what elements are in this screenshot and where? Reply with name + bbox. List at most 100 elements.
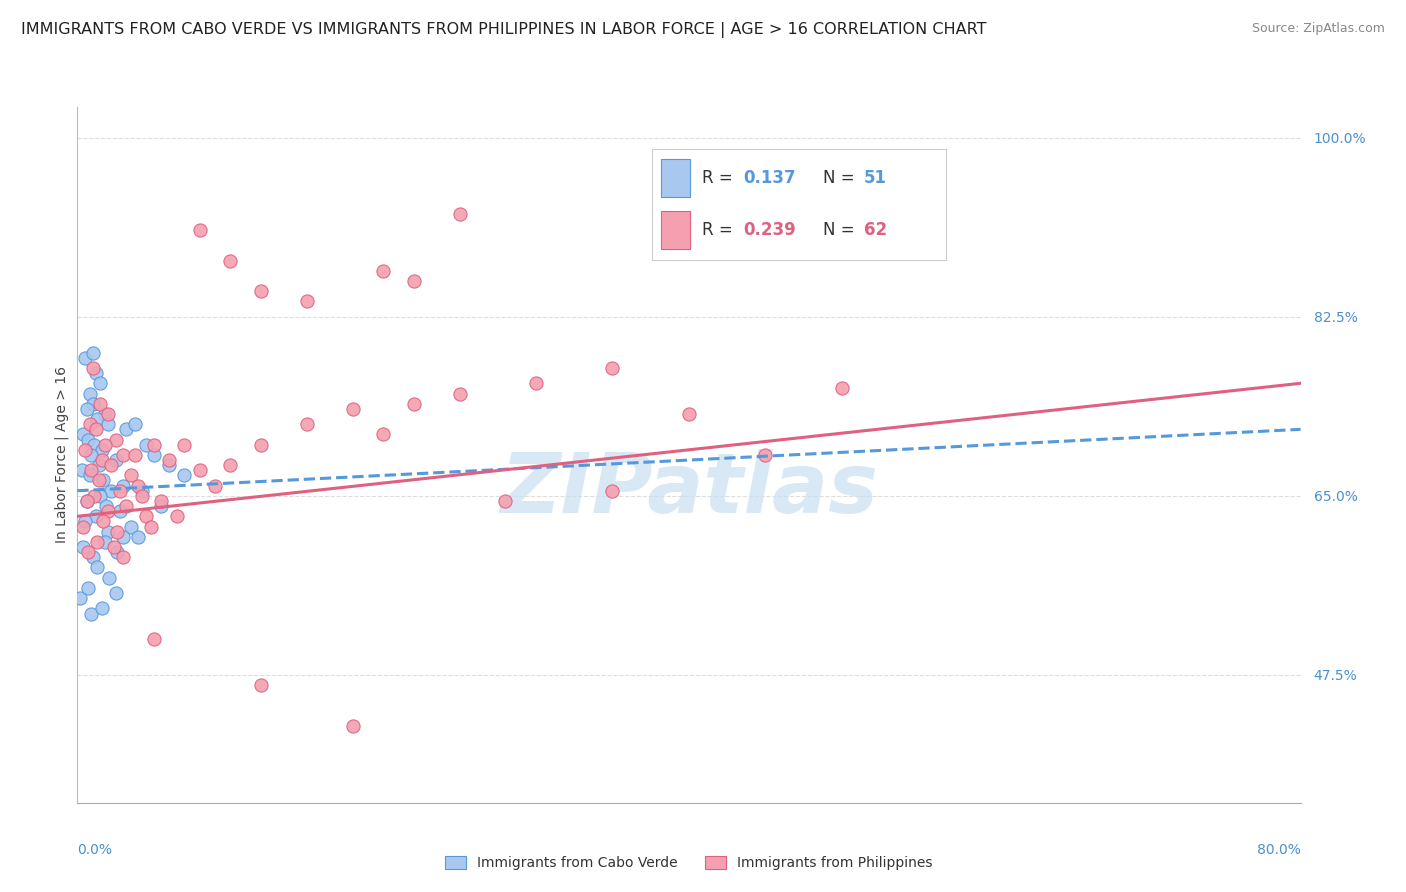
Point [96, 499, 118, 513]
Point [166, 509, 188, 524]
Point [188, 463, 211, 477]
Point [120, 468, 142, 483]
Point [495, 494, 517, 508]
Point [80, 448, 103, 462]
Point [157, 458, 180, 472]
Text: ZIPatlas: ZIPatlas [501, 450, 877, 530]
Point [157, 453, 180, 467]
Point [86, 534, 108, 549]
Point [524, 376, 547, 391]
Point [82, 397, 104, 411]
Point [76, 494, 98, 508]
Point [150, 499, 173, 513]
Y-axis label: In Labor Force | Age > 16: In Labor Force | Age > 16 [55, 367, 69, 543]
Point [142, 632, 165, 646]
Point [79, 417, 101, 432]
Point [342, 401, 364, 416]
Legend: Immigrants from Cabo Verde, Immigrants from Philippines: Immigrants from Cabo Verde, Immigrants f… [440, 851, 938, 876]
Point [124, 417, 146, 432]
Point [124, 448, 146, 462]
Point [98, 571, 121, 585]
Point [97, 407, 120, 421]
Point [83, 489, 105, 503]
Point [80, 607, 103, 621]
Point [131, 489, 153, 503]
Text: 0.0%: 0.0% [77, 843, 112, 857]
Point [80, 463, 103, 477]
Text: 80.0%: 80.0% [1257, 843, 1301, 857]
Point [250, 284, 273, 298]
Point [112, 550, 135, 565]
Point [91, 474, 114, 488]
Point [402, 397, 425, 411]
Point [86, 560, 108, 574]
Point [90, 453, 112, 467]
Point [112, 478, 135, 492]
Point [371, 264, 394, 278]
Point [142, 448, 165, 462]
Point [73, 515, 96, 529]
Point [250, 678, 273, 692]
Point [77, 581, 100, 595]
Text: 0.137: 0.137 [744, 169, 796, 186]
Point [112, 530, 135, 544]
Text: 51: 51 [863, 169, 887, 186]
Point [678, 407, 700, 421]
Bar [661, 159, 690, 196]
Point [100, 458, 122, 472]
Point [188, 223, 211, 237]
Point [104, 453, 127, 467]
Point [97, 417, 120, 432]
Point [76, 494, 98, 508]
Point [97, 524, 120, 539]
Point [72, 427, 94, 442]
Point [91, 515, 114, 529]
Point [150, 494, 173, 508]
Point [76, 401, 98, 416]
Point [87, 458, 110, 472]
Point [94, 438, 117, 452]
Point [87, 474, 110, 488]
Point [89, 376, 111, 391]
Point [108, 483, 131, 498]
Point [94, 407, 117, 421]
Point [79, 468, 101, 483]
Point [402, 274, 425, 288]
Point [77, 545, 100, 559]
Point [105, 545, 128, 559]
Point [449, 207, 471, 221]
Text: R =: R = [702, 221, 738, 239]
Point [754, 448, 776, 462]
Point [295, 294, 318, 309]
Point [90, 442, 112, 457]
Point [104, 586, 127, 600]
Point [73, 442, 96, 457]
Point [79, 386, 101, 401]
Point [108, 504, 131, 518]
Text: N =: N = [823, 221, 859, 239]
Point [82, 360, 104, 375]
Text: N =: N = [823, 169, 859, 186]
Point [295, 417, 318, 432]
Point [105, 524, 128, 539]
Text: Source: ZipAtlas.com: Source: ZipAtlas.com [1251, 22, 1385, 36]
Point [127, 530, 149, 544]
Point [84, 422, 107, 436]
Point [82, 345, 104, 359]
Point [449, 386, 471, 401]
Point [112, 448, 135, 462]
Point [69, 591, 91, 606]
Point [142, 438, 165, 452]
Point [73, 351, 96, 365]
Point [115, 499, 138, 513]
Bar [661, 211, 690, 249]
Point [173, 438, 195, 452]
Point [120, 519, 142, 533]
Point [250, 438, 273, 452]
Point [602, 360, 624, 375]
Point [602, 483, 624, 498]
Point [104, 433, 127, 447]
Text: 0.239: 0.239 [744, 221, 796, 239]
Point [103, 540, 125, 554]
Point [77, 433, 100, 447]
